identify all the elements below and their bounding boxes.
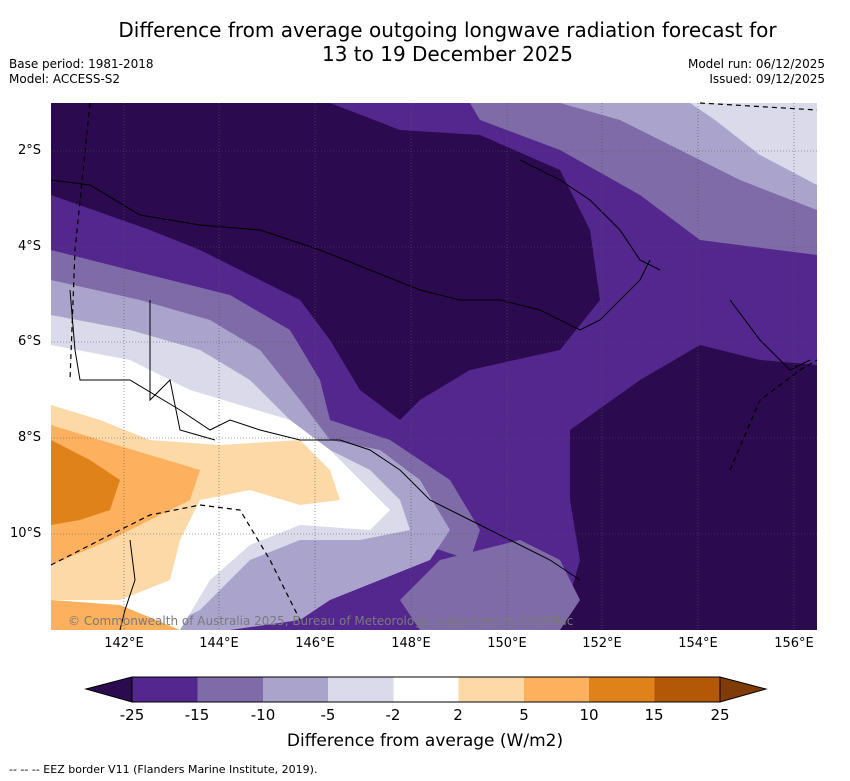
colorbar-tick-label: 2 [453, 706, 463, 724]
colorbar-extend-high [719, 676, 768, 703]
colorbar-swatch-8 [589, 677, 655, 702]
lat-label-2s: 2°S [18, 143, 42, 158]
colorbar-tick-label: 25 [710, 706, 730, 724]
eez-footnote: -- -- -- EEZ border V11 (Flanders Marine… [9, 763, 318, 776]
lon-label-144e: 144°E [199, 636, 239, 651]
lat-label-8s: 8°S [18, 430, 42, 445]
colorbar-tick-label: 5 [519, 706, 529, 724]
colorbar-swatch-6 [458, 677, 524, 702]
lat-label-4s: 4°S [18, 239, 42, 254]
colorbar-swatch-7 [524, 677, 589, 702]
gridlines [51, 103, 817, 630]
coastline-north-new-guinea [51, 179, 651, 331]
copyright-text: © Commonwealth of Australia 2025, Bureau… [68, 614, 574, 628]
lat-label-6s: 6°S [18, 334, 42, 349]
map-field [51, 103, 817, 630]
coastline-south-new-guinea [69, 289, 581, 581]
region-mid-lower [400, 540, 580, 630]
colorbar-swatch-2 [197, 677, 263, 702]
lon-label-150e: 150°E [487, 636, 527, 651]
coastlines [51, 159, 811, 630]
eez-line-east [729, 359, 818, 471]
base-period-text: Base period: 1981-2018 [9, 57, 154, 71]
meta-left: Base period: 1981-2018 Model: ACCESS-S2 [9, 57, 154, 87]
region-top-right-pale [690, 103, 817, 185]
colorbar-tick-label: -25 [119, 706, 145, 724]
colorbar-tick-label: -10 [250, 706, 276, 724]
region-dark-orange [51, 440, 120, 525]
colorbar [84, 676, 768, 703]
colorbar-swatch-5 [393, 677, 459, 702]
model-run-text: Model run: 06/12/2025 [687, 57, 825, 71]
issued-text: Issued: 09/12/2025 [709, 72, 825, 86]
lon-label-154e: 154°E [678, 636, 718, 651]
lat-label-10s: 10°S [10, 526, 42, 541]
model-text: Model: ACCESS-S2 [9, 72, 121, 86]
region-orange-bottom [51, 600, 180, 630]
lon-label-148e: 148°E [391, 636, 431, 651]
lon-label-156e: 156°E [774, 636, 814, 651]
eez-line-west [69, 102, 91, 381]
lon-label-142e: 142°E [104, 636, 144, 651]
colorbar-tick-label: -2 [385, 706, 401, 724]
lon-label-146e: 146°E [295, 636, 335, 651]
border-line [149, 300, 216, 441]
coastline-bougainville [729, 299, 811, 371]
coastline-new-britain [519, 159, 661, 271]
eez-borders [50, 102, 818, 621]
eez-line-south [50, 504, 301, 621]
colorbar-tick-label: 10 [579, 706, 599, 724]
colorbar-extend-low [84, 676, 133, 703]
title-line-2: 13 to 19 December 2025 [321, 42, 573, 66]
colorbar-swatch-4 [328, 677, 394, 702]
colorbar-outline [131, 676, 721, 703]
coastline-cape-york [119, 539, 136, 630]
chart-title: Difference from average outgoing longwav… [0, 18, 850, 66]
colorbar-tick-label: -15 [184, 706, 210, 724]
region-dark-top-left [51, 103, 230, 150]
colorbar-tick-label: -5 [320, 706, 336, 724]
colorbar-swatch-3 [263, 677, 328, 702]
lon-label-152e: 152°E [582, 636, 622, 651]
colorbar-swatch-9 [654, 677, 720, 702]
colorbar-title: Difference from average (W/m2) [286, 731, 564, 751]
colorbar-swatch-1 [132, 677, 198, 702]
meta-right: Model run: 06/12/2025 Issued: 09/12/2025 [688, 57, 825, 87]
eez-line-north-east [699, 102, 818, 111]
colorbar-tick-label: 15 [644, 706, 664, 724]
region-dark-core [51, 103, 600, 420]
title-line-1: Difference from average outgoing longwav… [118, 18, 777, 42]
